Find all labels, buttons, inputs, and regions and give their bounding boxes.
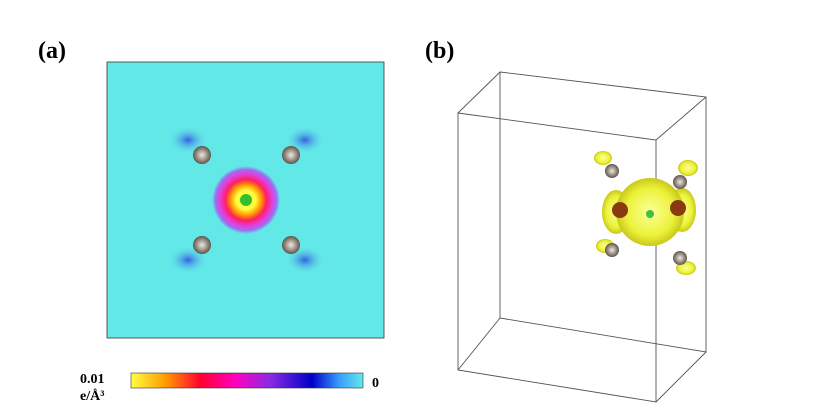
colorbar-min: 0 — [372, 376, 379, 391]
isosurface — [594, 151, 698, 275]
panel-label: (b) — [425, 38, 454, 64]
atoms — [193, 146, 300, 254]
cell-box — [457, 71, 707, 403]
colorbar — [130, 372, 364, 389]
atom — [240, 194, 252, 206]
colorbar-unit: e/Å³ — [80, 388, 104, 404]
panel-label: (a) — [38, 38, 66, 64]
atoms — [605, 164, 687, 265]
colorbar-max: 0.01 — [80, 372, 105, 387]
